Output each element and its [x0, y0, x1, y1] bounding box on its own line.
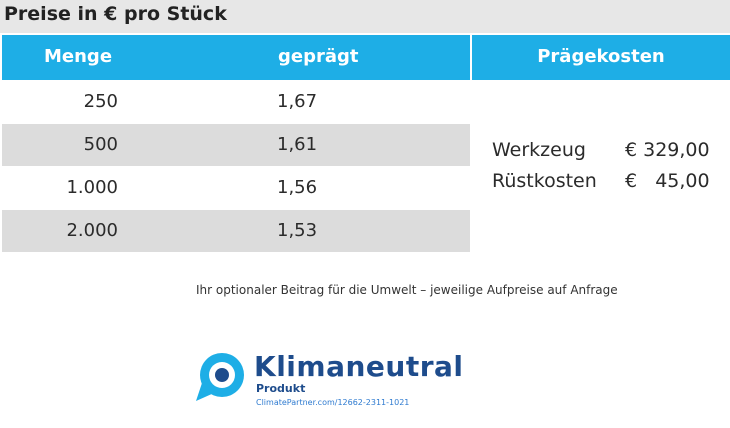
cost-value: € 329,00 — [625, 139, 710, 161]
quantity-cell: 500 — [83, 134, 118, 155]
praegekosten-header: Prägekosten — [472, 35, 730, 80]
column-header-gepraegt: geprägt — [278, 46, 359, 67]
climate-partner-icon — [196, 353, 244, 401]
page-title: Preise in € pro Stück — [4, 3, 227, 25]
praegekosten-panel: Prägekosten Werkzeug € 329,00 Rüstkosten… — [472, 35, 730, 245]
price-cell: 1,67 — [277, 91, 318, 112]
price-cell: 1,56 — [277, 177, 318, 198]
table-row: 1.000 1,56 — [2, 166, 470, 209]
price-cell: 1,53 — [277, 220, 318, 241]
table-row: 250 1,67 — [2, 80, 470, 123]
cost-label: Werkzeug — [492, 139, 586, 161]
table-row: 500 1,61 — [2, 123, 470, 166]
table-row: 2.000 1,53 — [2, 209, 470, 252]
logo-subtitle: Produkt — [256, 382, 306, 395]
table-header: Menge geprägt — [2, 35, 470, 80]
quantity-cell: 2.000 — [66, 220, 118, 241]
environment-note: Ihr optionaler Beitrag für die Umwelt – … — [196, 283, 618, 297]
quantity-cell: 1.000 — [66, 177, 118, 198]
title-bar: Preise in € pro Stück — [0, 0, 730, 33]
quantity-cell: 250 — [83, 91, 118, 112]
praegekosten-title: Prägekosten — [537, 46, 665, 67]
logo-url: ClimatePartner.com/12662-2311-1021 — [256, 398, 410, 407]
price-table: Menge geprägt 250 1,67 500 1,61 1.000 1,… — [2, 35, 470, 252]
climate-neutral-logo: Klimaneutral Produkt ClimatePartner.com/… — [194, 348, 464, 412]
column-header-menge: Menge — [44, 46, 113, 67]
price-cell: 1,61 — [277, 134, 318, 155]
cost-label: Rüstkosten — [492, 170, 597, 192]
logo-brand-text: Klimaneutral — [254, 350, 464, 383]
cost-value: € 45,00 — [625, 170, 710, 192]
